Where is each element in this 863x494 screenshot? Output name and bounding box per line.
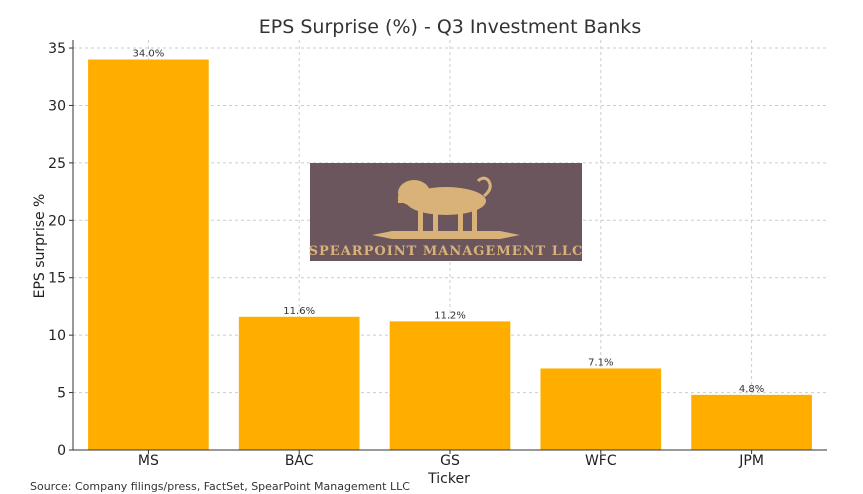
x-axis-label: Ticker xyxy=(427,471,470,487)
bars: 34.0% 11.6% 11.2% 7.1% 4.8% xyxy=(88,49,812,451)
x-tick-label: BAC xyxy=(285,453,314,469)
y-tick-label: 20 xyxy=(48,213,66,229)
bar xyxy=(88,59,209,451)
watermark-text: SPEARPOINT MANAGEMENT LLC xyxy=(309,244,584,259)
bar xyxy=(691,394,812,450)
chart-title: EPS Surprise (%) - Q3 Investment Banks xyxy=(259,16,641,38)
y-axis-label: EPS surprise % xyxy=(32,194,48,299)
y-tick-label: 5 xyxy=(57,386,66,402)
y-tick-label: 0 xyxy=(57,443,66,459)
y-tick-label: 35 xyxy=(48,41,66,57)
lion-icon xyxy=(372,176,520,239)
watermark-logo: SPEARPOINT MANAGEMENT LLC xyxy=(309,163,584,261)
x-tick-label: WFC xyxy=(585,453,617,469)
y-tick-label: 25 xyxy=(48,156,66,172)
bar-value-label: 4.8% xyxy=(739,384,764,395)
y-tick-label: 10 xyxy=(48,328,66,344)
x-tick-label: MS xyxy=(138,453,159,469)
x-tick-label: GS xyxy=(440,453,460,469)
bar xyxy=(238,316,360,450)
bar xyxy=(540,368,662,450)
bar-value-label: 7.1% xyxy=(588,357,613,368)
y-tick-label: 15 xyxy=(48,271,66,287)
bar-value-label: 34.0% xyxy=(133,49,165,60)
bar-value-label: 11.6% xyxy=(283,306,315,317)
bar-value-label: 11.2% xyxy=(434,310,466,321)
y-tick-label: 30 xyxy=(48,98,66,114)
axes: 0 5 10 15 20 25 30 35 MS BAC GS WFC JPM xyxy=(48,40,827,469)
source-note: Source: Company filings/press, FactSet, … xyxy=(30,480,410,493)
bar xyxy=(389,321,511,450)
x-tick-label: JPM xyxy=(738,453,764,469)
